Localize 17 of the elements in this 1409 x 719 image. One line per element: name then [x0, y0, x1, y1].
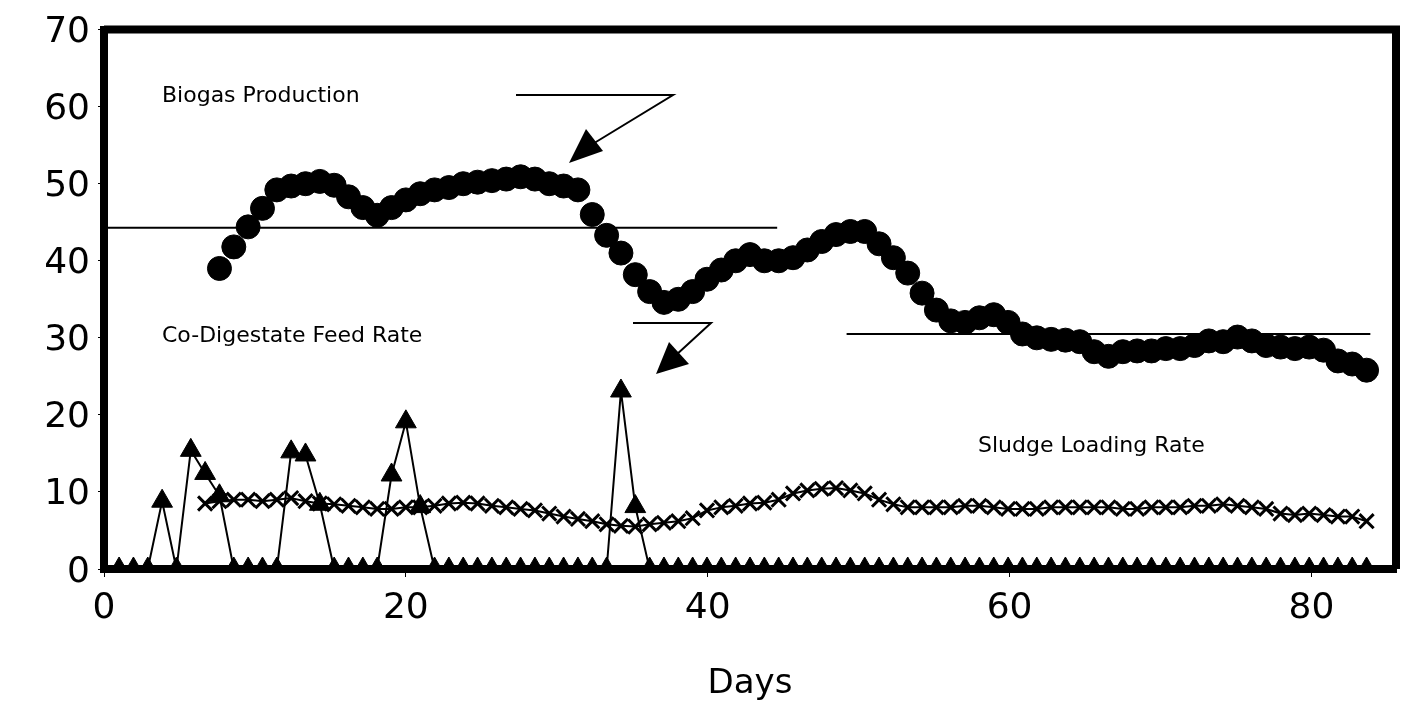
y-tick-label: 60 [44, 86, 90, 128]
y-tick-label: 10 [44, 471, 90, 513]
x-axis-title: Days [707, 661, 793, 702]
y-tick-label: 70 [44, 9, 90, 51]
annotation: Sludge Loading Rate [978, 432, 1205, 457]
x-tick-label: 80 [1288, 584, 1335, 626]
x-tick-label: 20 [382, 584, 429, 626]
annotation: Co-Digestate Feed Rate [162, 322, 423, 347]
y-tick-label: 20 [44, 394, 90, 436]
x-tick-label: 60 [986, 584, 1033, 626]
x-tick-label: 0 [92, 584, 116, 626]
y-tick-label: 40 [44, 240, 90, 282]
x-tick-label: 40 [684, 584, 731, 626]
annotation: Biogas Production [162, 82, 360, 107]
y-tick-label: 30 [44, 317, 90, 359]
y-tick-label: 0 [67, 548, 90, 590]
y-tick-label: 50 [44, 163, 90, 205]
